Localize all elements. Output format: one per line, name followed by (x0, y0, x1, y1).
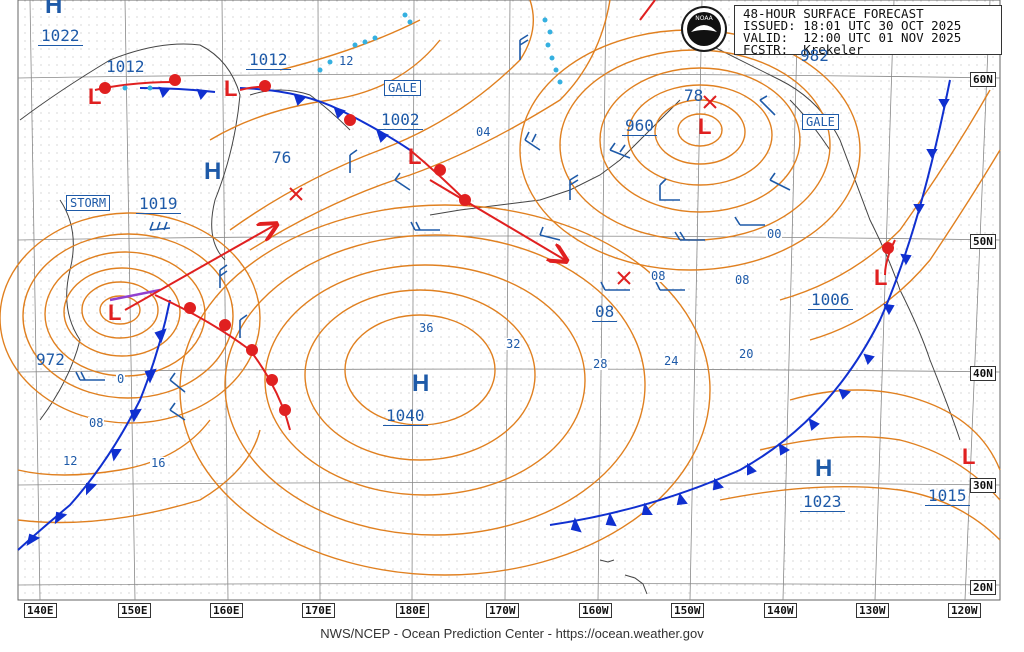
header-title: 48-HOUR SURFACE FORECAST (743, 6, 924, 21)
gale-warning-label: GALE (384, 80, 421, 96)
longitude-label: 140W (764, 603, 797, 618)
high-symbol: H (204, 158, 222, 185)
graticule (17, 0, 1001, 601)
isobar-label: 78 (684, 86, 704, 105)
low-pressure-label: 972 (36, 350, 65, 369)
low-pressure-label: 1012 (246, 50, 291, 70)
low-pressure-label: 1006 (808, 290, 853, 310)
latitude-label: 40N (970, 366, 996, 381)
isobar-label: 08 (650, 269, 667, 283)
low-symbol: L (88, 84, 102, 109)
low-symbol: L (962, 444, 976, 469)
forecast-header: 48-HOUR SURFACE FORECAST ISSUED: 18:01 U… (734, 5, 1002, 57)
low-symbol: L (874, 265, 888, 290)
low-symbol: L (698, 114, 712, 139)
isobar-label: 76 (272, 148, 292, 167)
isobar-label: 28 (592, 357, 609, 371)
high-symbol: H (815, 455, 833, 482)
high-symbol: H (45, 0, 63, 19)
occluded-front (109, 288, 161, 302)
isobar-label: 12 (338, 54, 355, 68)
isobar-label: 08 (592, 302, 618, 322)
source-credit: NWS/NCEP - Ocean Prediction Center - htt… (320, 626, 704, 641)
low-symbol: L (108, 300, 122, 325)
position-markers (289, 95, 717, 285)
isobar-label: 08 (734, 273, 751, 287)
header-valid: VALID: 12:00 UTC 01 NOV 2025 (743, 30, 962, 45)
latitude-label: 30N (970, 478, 996, 493)
storm-tracks (124, 179, 565, 311)
isobar-label: 00 (766, 227, 783, 241)
low-pressure-label: 960 (622, 116, 657, 136)
high-pressure-label: 1022 (38, 26, 83, 46)
isobar-label: 36 (418, 321, 435, 335)
latitude-label: 60N (970, 72, 996, 87)
wind-barbs (75, 34, 791, 421)
header-issued: ISSUED: 18:01 UTC 30 OCT 2025 (743, 18, 962, 33)
high-symbol: H (412, 370, 430, 397)
isobar-label: 24 (663, 354, 680, 368)
coastlines (19, 39, 961, 595)
header-forecaster: FCSTR: Krekeler (743, 42, 864, 57)
low-pressure-label: 1002 (378, 110, 423, 130)
longitude-label: 170E (302, 603, 335, 618)
low-symbol: L (408, 144, 422, 169)
longitude-label: 140E (24, 603, 57, 618)
latitude-label: 50N (970, 234, 996, 249)
longitude-label: 150E (118, 603, 151, 618)
latitude-label: 20N (970, 580, 996, 595)
longitude-label: 160E (210, 603, 243, 618)
longitude-label: 120W (948, 603, 981, 618)
high-pressure-label: 1023 (800, 492, 845, 512)
isobar-label: 16 (150, 456, 167, 470)
low-symbol: L (224, 76, 238, 101)
isobar-label: 0 (116, 372, 126, 386)
longitude-label: 170W (486, 603, 519, 618)
longitude-label: 180E (396, 603, 429, 618)
isobar-label: 982 (800, 46, 829, 65)
storm-warning-label: STORM (66, 195, 111, 211)
gale-warning-label: GALE (802, 114, 839, 130)
ice-edge (122, 12, 563, 91)
isobar-label: 04 (475, 125, 492, 139)
longitude-label: 130W (856, 603, 889, 618)
isobar-label: 32 (505, 337, 522, 351)
high-pressure-label: 1040 (383, 406, 428, 426)
isobar-label: 12 (62, 454, 79, 468)
low-pressure-label: 1015 (925, 486, 970, 506)
svg-text:NOAA: NOAA (695, 15, 713, 22)
longitude-label: 150W (671, 603, 704, 618)
longitude-label: 160W (579, 603, 612, 618)
cold-fronts (17, 79, 951, 551)
noaa-logo: NOAA (681, 6, 727, 52)
high-pressure-label: 1019 (136, 194, 181, 214)
isobar-label: 20 (738, 347, 755, 361)
isobar-label: 08 (88, 416, 105, 430)
low-pressure-label: 1012 (106, 57, 145, 76)
isobars (0, 0, 1001, 576)
